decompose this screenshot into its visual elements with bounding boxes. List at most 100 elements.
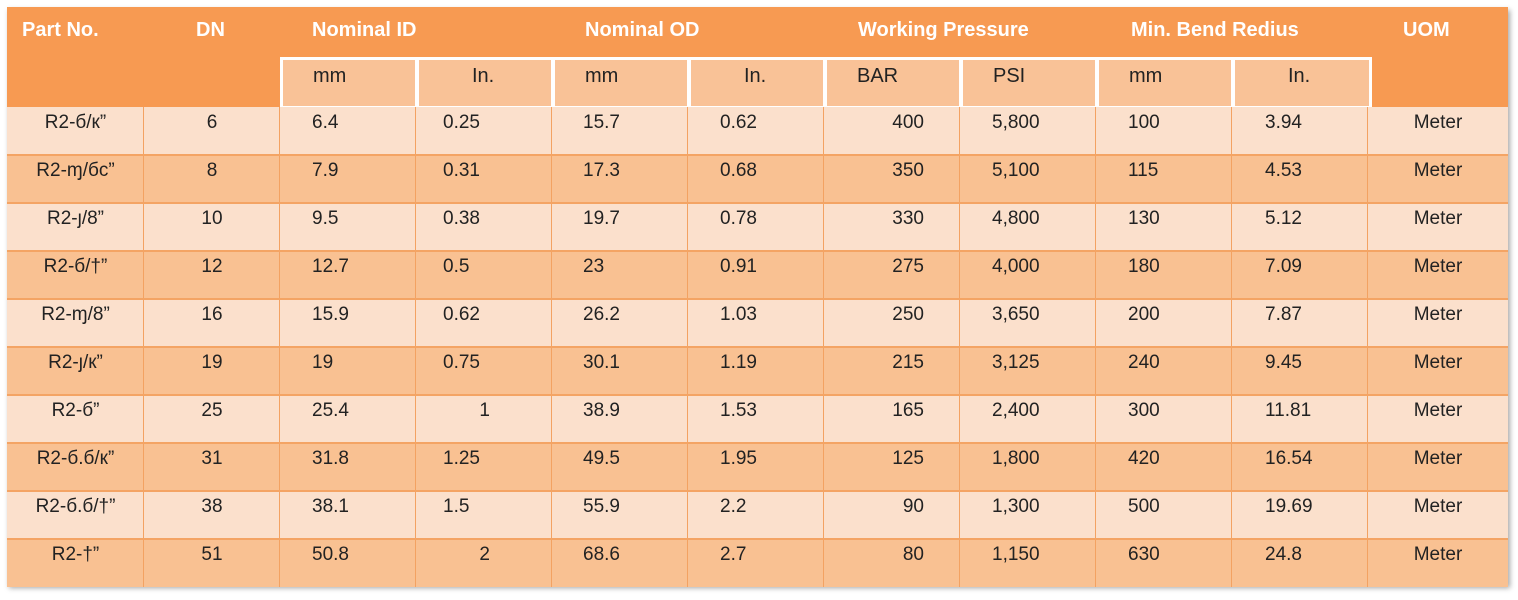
uom-cell: Meter <box>1368 395 1508 443</box>
bend-in-cell: 24.8 <box>1232 539 1368 587</box>
cell-value: 400 <box>892 112 924 133</box>
column-divider <box>687 539 688 587</box>
id-in-cell: 2 <box>416 539 552 587</box>
bend-mm-cell: 300 <box>1096 395 1232 443</box>
column-divider <box>1231 491 1232 539</box>
column-divider <box>415 203 416 251</box>
column-divider <box>959 203 960 251</box>
column-divider <box>1231 155 1232 203</box>
cell-value: 5,100 <box>992 160 1040 181</box>
spec-table: Part No. DN Nominal ID Nominal OD Workin… <box>7 7 1508 587</box>
bend-mm-cell: 180 <box>1096 251 1232 299</box>
cell-value: 10 <box>201 208 223 229</box>
cell-value: 55.9 <box>583 496 620 517</box>
id-in-cell: 0.62 <box>416 299 552 347</box>
uom-cell: Meter <box>1368 203 1508 251</box>
column-divider <box>1367 155 1368 203</box>
header-dn: DN <box>196 19 225 41</box>
column-divider <box>1231 539 1232 587</box>
cell-value: 51 <box>201 544 223 565</box>
part-no-cell: R2-ɱ/бc” <box>7 155 144 203</box>
column-divider <box>279 203 280 251</box>
column-divider <box>823 299 824 347</box>
column-divider <box>551 107 552 155</box>
cell-value: 19 <box>312 352 334 373</box>
column-divider <box>1367 251 1368 299</box>
column-divider <box>279 299 280 347</box>
cell-value: 8 <box>206 160 218 181</box>
bar-cell: 400 <box>824 107 960 155</box>
dn-cell: 12 <box>144 251 280 299</box>
cell-value: R2-б” <box>51 400 100 421</box>
column-divider <box>1095 299 1096 347</box>
od-in-cell: 1.03 <box>688 299 824 347</box>
row-divider <box>7 442 1508 444</box>
bar-cell: 350 <box>824 155 960 203</box>
part-no-cell: R2-ɱ/8” <box>7 299 144 347</box>
column-divider <box>143 539 144 587</box>
column-divider <box>959 395 960 443</box>
cell-value: Meter <box>1413 544 1463 565</box>
subheader-cell: BAR <box>827 60 959 106</box>
column-divider <box>959 299 960 347</box>
column-divider <box>1231 395 1232 443</box>
cell-value: 5.12 <box>1265 208 1302 229</box>
bend-mm-cell: 130 <box>1096 203 1232 251</box>
part-no-cell: R2-†” <box>7 539 144 587</box>
cell-value: 6.4 <box>312 112 339 133</box>
bar-cell: 125 <box>824 443 960 491</box>
cell-value: 50.8 <box>312 544 349 565</box>
id-mm-cell: 25.4 <box>280 395 416 443</box>
column-divider <box>823 347 824 395</box>
table-row: R2-ɱ/бc” 8 7.9 0.31 17.3 0.68 350 5,100 115 4.53 M… <box>7 155 1508 203</box>
subheader-label: In. <box>744 65 767 87</box>
subheader-cell: mm <box>555 60 687 106</box>
column-divider <box>959 347 960 395</box>
cell-value: 15.9 <box>312 304 349 325</box>
subheader-cell: In. <box>419 60 551 106</box>
column-divider <box>143 251 144 299</box>
column-divider <box>279 347 280 395</box>
cell-value: 630 <box>1128 544 1160 565</box>
cell-value: R2-†” <box>51 544 100 565</box>
column-divider <box>143 443 144 491</box>
od-in-cell: 1.95 <box>688 443 824 491</box>
subheader-cell: mm <box>1099 60 1231 106</box>
column-divider <box>415 491 416 539</box>
cell-value: 38.9 <box>583 400 620 421</box>
cell-value: 0.5 <box>443 256 470 277</box>
cell-value: 240 <box>1128 352 1160 373</box>
cell-value: 12 <box>201 256 223 277</box>
part-no-cell: R2-ȷ/к” <box>7 347 144 395</box>
od-in-cell: 1.19 <box>688 347 824 395</box>
cell-value: 7.09 <box>1265 256 1302 277</box>
cell-value: R2-б/к” <box>44 112 107 133</box>
cell-value: 49.5 <box>583 448 620 469</box>
id-mm-cell: 31.8 <box>280 443 416 491</box>
column-divider <box>687 395 688 443</box>
od-mm-cell: 68.6 <box>552 539 688 587</box>
header-part-no: Part No. <box>22 19 99 41</box>
dn-cell: 6 <box>144 107 280 155</box>
column-divider <box>279 395 280 443</box>
column-divider <box>1231 203 1232 251</box>
column-divider <box>551 443 552 491</box>
cell-value: 6 <box>206 112 218 133</box>
cell-value: R2-ȷ/к” <box>48 352 103 373</box>
id-in-cell: 1.25 <box>416 443 552 491</box>
column-divider <box>823 443 824 491</box>
bar-cell: 90 <box>824 491 960 539</box>
column-divider <box>551 251 552 299</box>
column-divider <box>687 251 688 299</box>
cell-value: 9.45 <box>1265 352 1302 373</box>
psi-cell: 3,650 <box>960 299 1096 347</box>
subheader-label: mm <box>585 65 619 87</box>
column-divider <box>823 491 824 539</box>
column-divider <box>823 395 824 443</box>
subheader-cell: In. <box>1235 60 1369 106</box>
column-divider <box>143 347 144 395</box>
column-divider <box>1231 251 1232 299</box>
cell-value: 500 <box>1128 496 1160 517</box>
cell-value: 0.78 <box>720 208 757 229</box>
od-in-cell: 0.78 <box>688 203 824 251</box>
